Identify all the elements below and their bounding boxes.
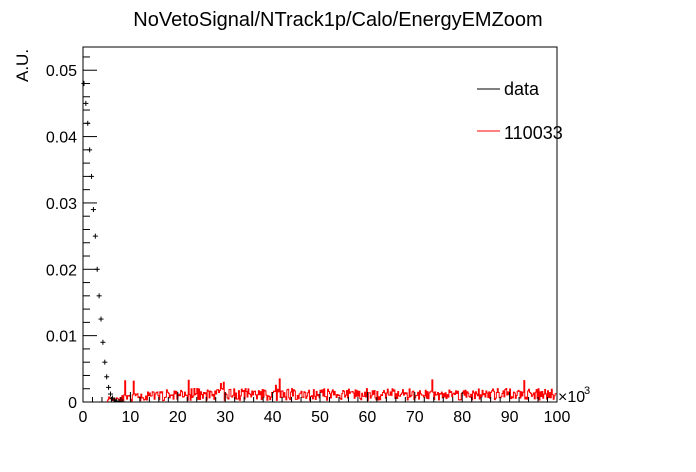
x-axis-ticks: 0 10 20 30 40 50 60 70 80 90 100 (79, 392, 571, 426)
data-point (100, 339, 106, 345)
data-point (113, 398, 119, 402)
x-tick-label: 20 (169, 409, 187, 426)
data-point (90, 207, 96, 213)
x-tick-label: 10 (122, 409, 140, 426)
y-axis-label: A.U. (13, 49, 32, 82)
series-110033-histogram (106, 378, 557, 402)
y-tick-label: 0.02 (46, 262, 77, 279)
x-multiplier-exponent: 3 (584, 385, 590, 397)
y-tick-label: 0.01 (46, 329, 77, 346)
x-tick-label: 0 (79, 409, 88, 426)
x-tick-label: 60 (359, 409, 377, 426)
x-tick-label: 50 (311, 409, 329, 426)
y-tick-label: 0.03 (46, 196, 77, 213)
data-point (104, 374, 110, 380)
legend-label-data: data (504, 79, 540, 99)
legend: data 110033 (477, 79, 563, 143)
data-point (102, 359, 108, 365)
x-tick-label: 70 (406, 409, 424, 426)
data-point (83, 100, 89, 106)
x-tick-label: 30 (216, 409, 234, 426)
data-point (92, 233, 98, 239)
chart-title: NoVetoSignal/NTrack1p/Calo/EnergyEMZoom (133, 9, 542, 31)
y-tick-label: 0.04 (46, 130, 77, 147)
data-point (107, 391, 113, 397)
data-point (98, 316, 104, 322)
legend-label-110033: 110033 (504, 123, 563, 143)
x-tick-label: 40 (264, 409, 282, 426)
series-110033-line (106, 378, 557, 402)
x-tick-label: 100 (544, 409, 571, 426)
y-tick-label: 0.05 (46, 63, 77, 80)
x-tick-label: 90 (501, 409, 519, 426)
data-point (96, 293, 102, 299)
data-point (106, 384, 112, 390)
x-tick-label: 80 (453, 409, 471, 426)
y-axis-ticks: 0 0.01 0.02 0.03 0.04 0.05 (46, 56, 97, 412)
x-multiplier-label: ×10 (558, 389, 585, 406)
y-tick-label: 0 (68, 395, 77, 412)
x-axis-multiplier: ×10 3 (558, 385, 590, 406)
